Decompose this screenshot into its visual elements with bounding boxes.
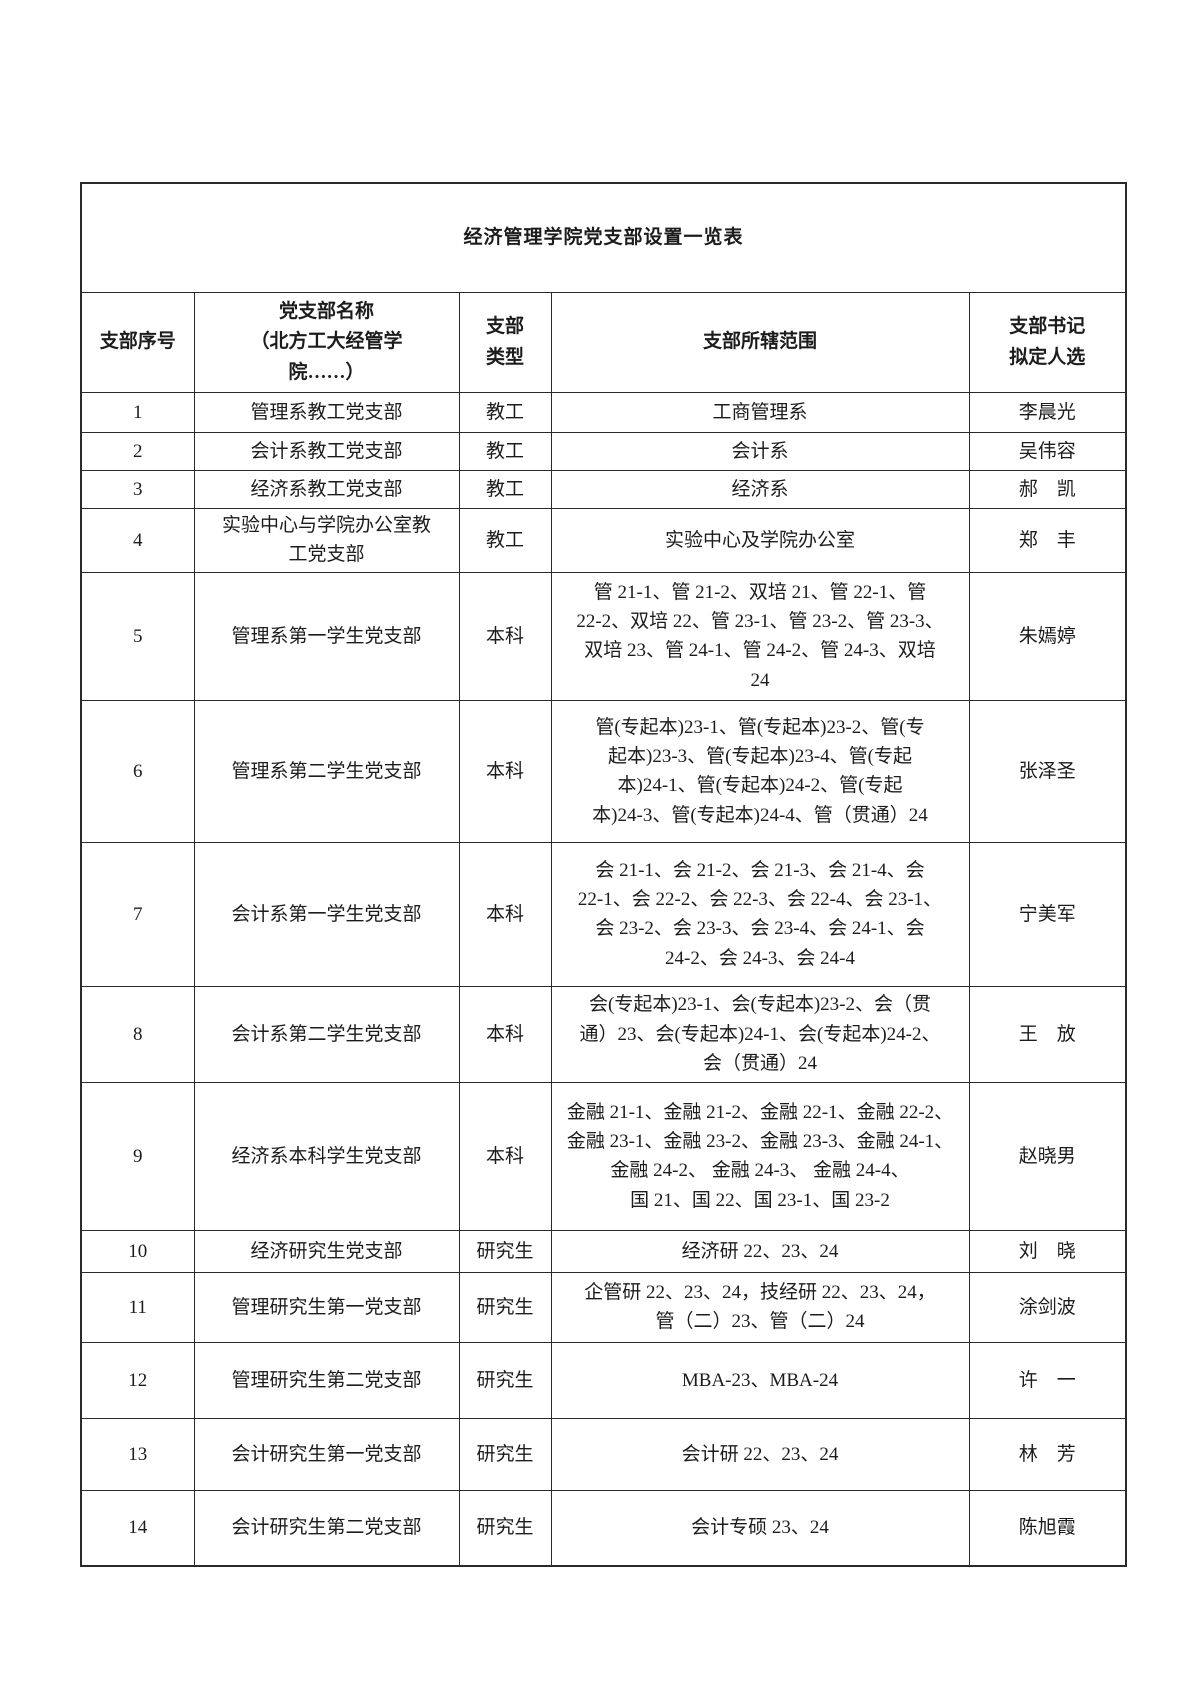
- cell-branch-scope: 会计系: [550, 432, 970, 471]
- cell-branch-no: 2: [80, 432, 195, 471]
- cell-branch-type: 教工: [458, 470, 552, 509]
- cell-branch-scope: 会计专硕 23、24: [550, 1489, 970, 1567]
- branch-table: 经济管理学院党支部设置一览表 支部序号 党支部名称 （北方工大经管学 院……） …: [80, 182, 1128, 1568]
- cell-branch-no: 14: [80, 1489, 195, 1567]
- cell-branch-scope: 会计研 22、23、24: [550, 1417, 970, 1491]
- table-row: 8 会计系第二学生党支部 本科 会(专起本)23-1、会(专起本)23-2、会（…: [80, 985, 1127, 1083]
- cell-branch-scope: 工商管理系: [550, 392, 970, 433]
- cell-branch-type: 研究生: [458, 1417, 552, 1491]
- cell-branch-scope: 管(专起本)23-1、管(专起本)23-2、管(专 起本)23-3、管(专起本)…: [550, 699, 970, 843]
- cell-branch-type: 本科: [458, 985, 552, 1083]
- cell-branch-scope: 会 21-1、会 21-2、会 21-3、会 21-4、会 22-1、会 22-…: [550, 841, 970, 987]
- header-branch-scope: 支部所辖范围: [550, 292, 970, 393]
- cell-secretary: 许 一: [968, 1341, 1127, 1419]
- cell-branch-name: 管理系第二学生党支部: [193, 699, 460, 843]
- cell-branch-name: 会计系教工党支部: [193, 432, 460, 471]
- cell-secretary: 郝 凯: [968, 470, 1127, 509]
- cell-branch-no: 10: [80, 1229, 195, 1273]
- header-row: 支部序号 党支部名称 （北方工大经管学 院……） 支部 类型 支部所辖范围 支部…: [80, 292, 1127, 393]
- cell-secretary: 郑 丰: [968, 508, 1127, 573]
- table-row: 4 实验中心与学院办公室教 工党支部 教工 实验中心及学院办公室 郑 丰: [80, 508, 1127, 573]
- cell-branch-no: 1: [80, 392, 195, 433]
- cell-branch-type: 研究生: [458, 1341, 552, 1419]
- cell-secretary: 张泽圣: [968, 699, 1127, 843]
- table-row: 5 管理系第一学生党支部 本科 管 21-1、管 21-2、双培 21、管 22…: [80, 571, 1127, 701]
- cell-branch-no: 12: [80, 1341, 195, 1419]
- cell-secretary: 陈旭霞: [968, 1489, 1127, 1567]
- cell-branch-no: 7: [80, 841, 195, 987]
- cell-branch-type: 研究生: [458, 1489, 552, 1567]
- cell-branch-name: 管理系第一学生党支部: [193, 571, 460, 701]
- cell-branch-scope: 经济研 22、23、24: [550, 1229, 970, 1273]
- table-row: 2 会计系教工党支部 教工 会计系 吴伟容: [80, 432, 1127, 471]
- table-row: 7 会计系第一学生党支部 本科 会 21-1、会 21-2、会 21-3、会 2…: [80, 841, 1127, 987]
- cell-branch-name: 会计系第二学生党支部: [193, 985, 460, 1083]
- table-row: 12 管理研究生第二党支部 研究生 MBA-23、MBA-24 许 一: [80, 1341, 1127, 1419]
- cell-branch-name: 经济研究生党支部: [193, 1229, 460, 1273]
- cell-branch-no: 6: [80, 699, 195, 843]
- cell-secretary: 刘 晓: [968, 1229, 1127, 1273]
- cell-branch-scope: 经济系: [550, 470, 970, 509]
- cell-branch-type: 本科: [458, 1081, 552, 1231]
- cell-branch-no: 8: [80, 985, 195, 1083]
- cell-branch-type: 本科: [458, 699, 552, 843]
- cell-branch-type: 教工: [458, 392, 552, 433]
- cell-branch-name: 经济系本科学生党支部: [193, 1081, 460, 1231]
- cell-secretary: 涂剑波: [968, 1271, 1127, 1343]
- cell-secretary: 吴伟容: [968, 432, 1127, 471]
- cell-branch-type: 教工: [458, 508, 552, 573]
- cell-branch-scope: 会(专起本)23-1、会(专起本)23-2、会（贯 通）23、会(专起本)24-…: [550, 985, 970, 1083]
- header-branch-name: 党支部名称 （北方工大经管学 院……）: [193, 292, 460, 393]
- cell-secretary: 宁美军: [968, 841, 1127, 987]
- cell-branch-scope: 实验中心及学院办公室: [550, 508, 970, 573]
- page-title: 经济管理学院党支部设置一览表: [80, 182, 1127, 293]
- table-row: 13 会计研究生第一党支部 研究生 会计研 22、23、24 林 芳: [80, 1417, 1127, 1491]
- cell-branch-name: 会计研究生第一党支部: [193, 1417, 460, 1491]
- table-row: 6 管理系第二学生党支部 本科 管(专起本)23-1、管(专起本)23-2、管(…: [80, 699, 1127, 843]
- cell-branch-name: 会计系第一学生党支部: [193, 841, 460, 987]
- cell-branch-name: 会计研究生第二党支部: [193, 1489, 460, 1567]
- cell-branch-name: 实验中心与学院办公室教 工党支部: [193, 508, 460, 573]
- cell-secretary: 王 放: [968, 985, 1127, 1083]
- cell-branch-type: 本科: [458, 841, 552, 987]
- header-branch-no: 支部序号: [80, 292, 195, 393]
- header-secretary: 支部书记 拟定人选: [968, 292, 1127, 393]
- cell-branch-no: 11: [80, 1271, 195, 1343]
- cell-branch-no: 5: [80, 571, 195, 701]
- cell-secretary: 李晨光: [968, 392, 1127, 433]
- table-row: 3 经济系教工党支部 教工 经济系 郝 凯: [80, 470, 1127, 509]
- cell-branch-name: 管理研究生第一党支部: [193, 1271, 460, 1343]
- cell-secretary: 林 芳: [968, 1417, 1127, 1491]
- cell-branch-name: 管理系教工党支部: [193, 392, 460, 433]
- cell-branch-name: 管理研究生第二党支部: [193, 1341, 460, 1419]
- table-row: 11 管理研究生第一党支部 研究生 企管研 22、23、24，技经研 22、23…: [80, 1271, 1127, 1343]
- cell-secretary: 赵晓男: [968, 1081, 1127, 1231]
- cell-branch-scope: 管 21-1、管 21-2、双培 21、管 22-1、管 22-2、双培 22、…: [550, 571, 970, 701]
- cell-branch-no: 13: [80, 1417, 195, 1491]
- cell-branch-scope: 金融 21-1、金融 21-2、金融 22-1、金融 22-2、 金融 23-1…: [550, 1081, 970, 1231]
- cell-branch-no: 4: [80, 508, 195, 573]
- title-row: 经济管理学院党支部设置一览表: [80, 182, 1127, 293]
- cell-branch-no: 3: [80, 470, 195, 509]
- cell-branch-scope: MBA-23、MBA-24: [550, 1341, 970, 1419]
- table-row: 1 管理系教工党支部 教工 工商管理系 李晨光: [80, 392, 1127, 433]
- table-row: 9 经济系本科学生党支部 本科 金融 21-1、金融 21-2、金融 22-1、…: [80, 1081, 1127, 1231]
- cell-branch-type: 研究生: [458, 1229, 552, 1273]
- table-row: 10 经济研究生党支部 研究生 经济研 22、23、24 刘 晓: [80, 1229, 1127, 1273]
- cell-branch-name: 经济系教工党支部: [193, 470, 460, 509]
- cell-branch-no: 9: [80, 1081, 195, 1231]
- cell-branch-type: 研究生: [458, 1271, 552, 1343]
- header-branch-type: 支部 类型: [458, 292, 552, 393]
- cell-branch-type: 本科: [458, 571, 552, 701]
- cell-branch-scope: 企管研 22、23、24，技经研 22、23、24， 管（二）23、管（二）24: [550, 1271, 970, 1343]
- cell-secretary: 朱嫣婷: [968, 571, 1127, 701]
- cell-branch-type: 教工: [458, 432, 552, 471]
- table-row: 14 会计研究生第二党支部 研究生 会计专硕 23、24 陈旭霞: [80, 1489, 1127, 1567]
